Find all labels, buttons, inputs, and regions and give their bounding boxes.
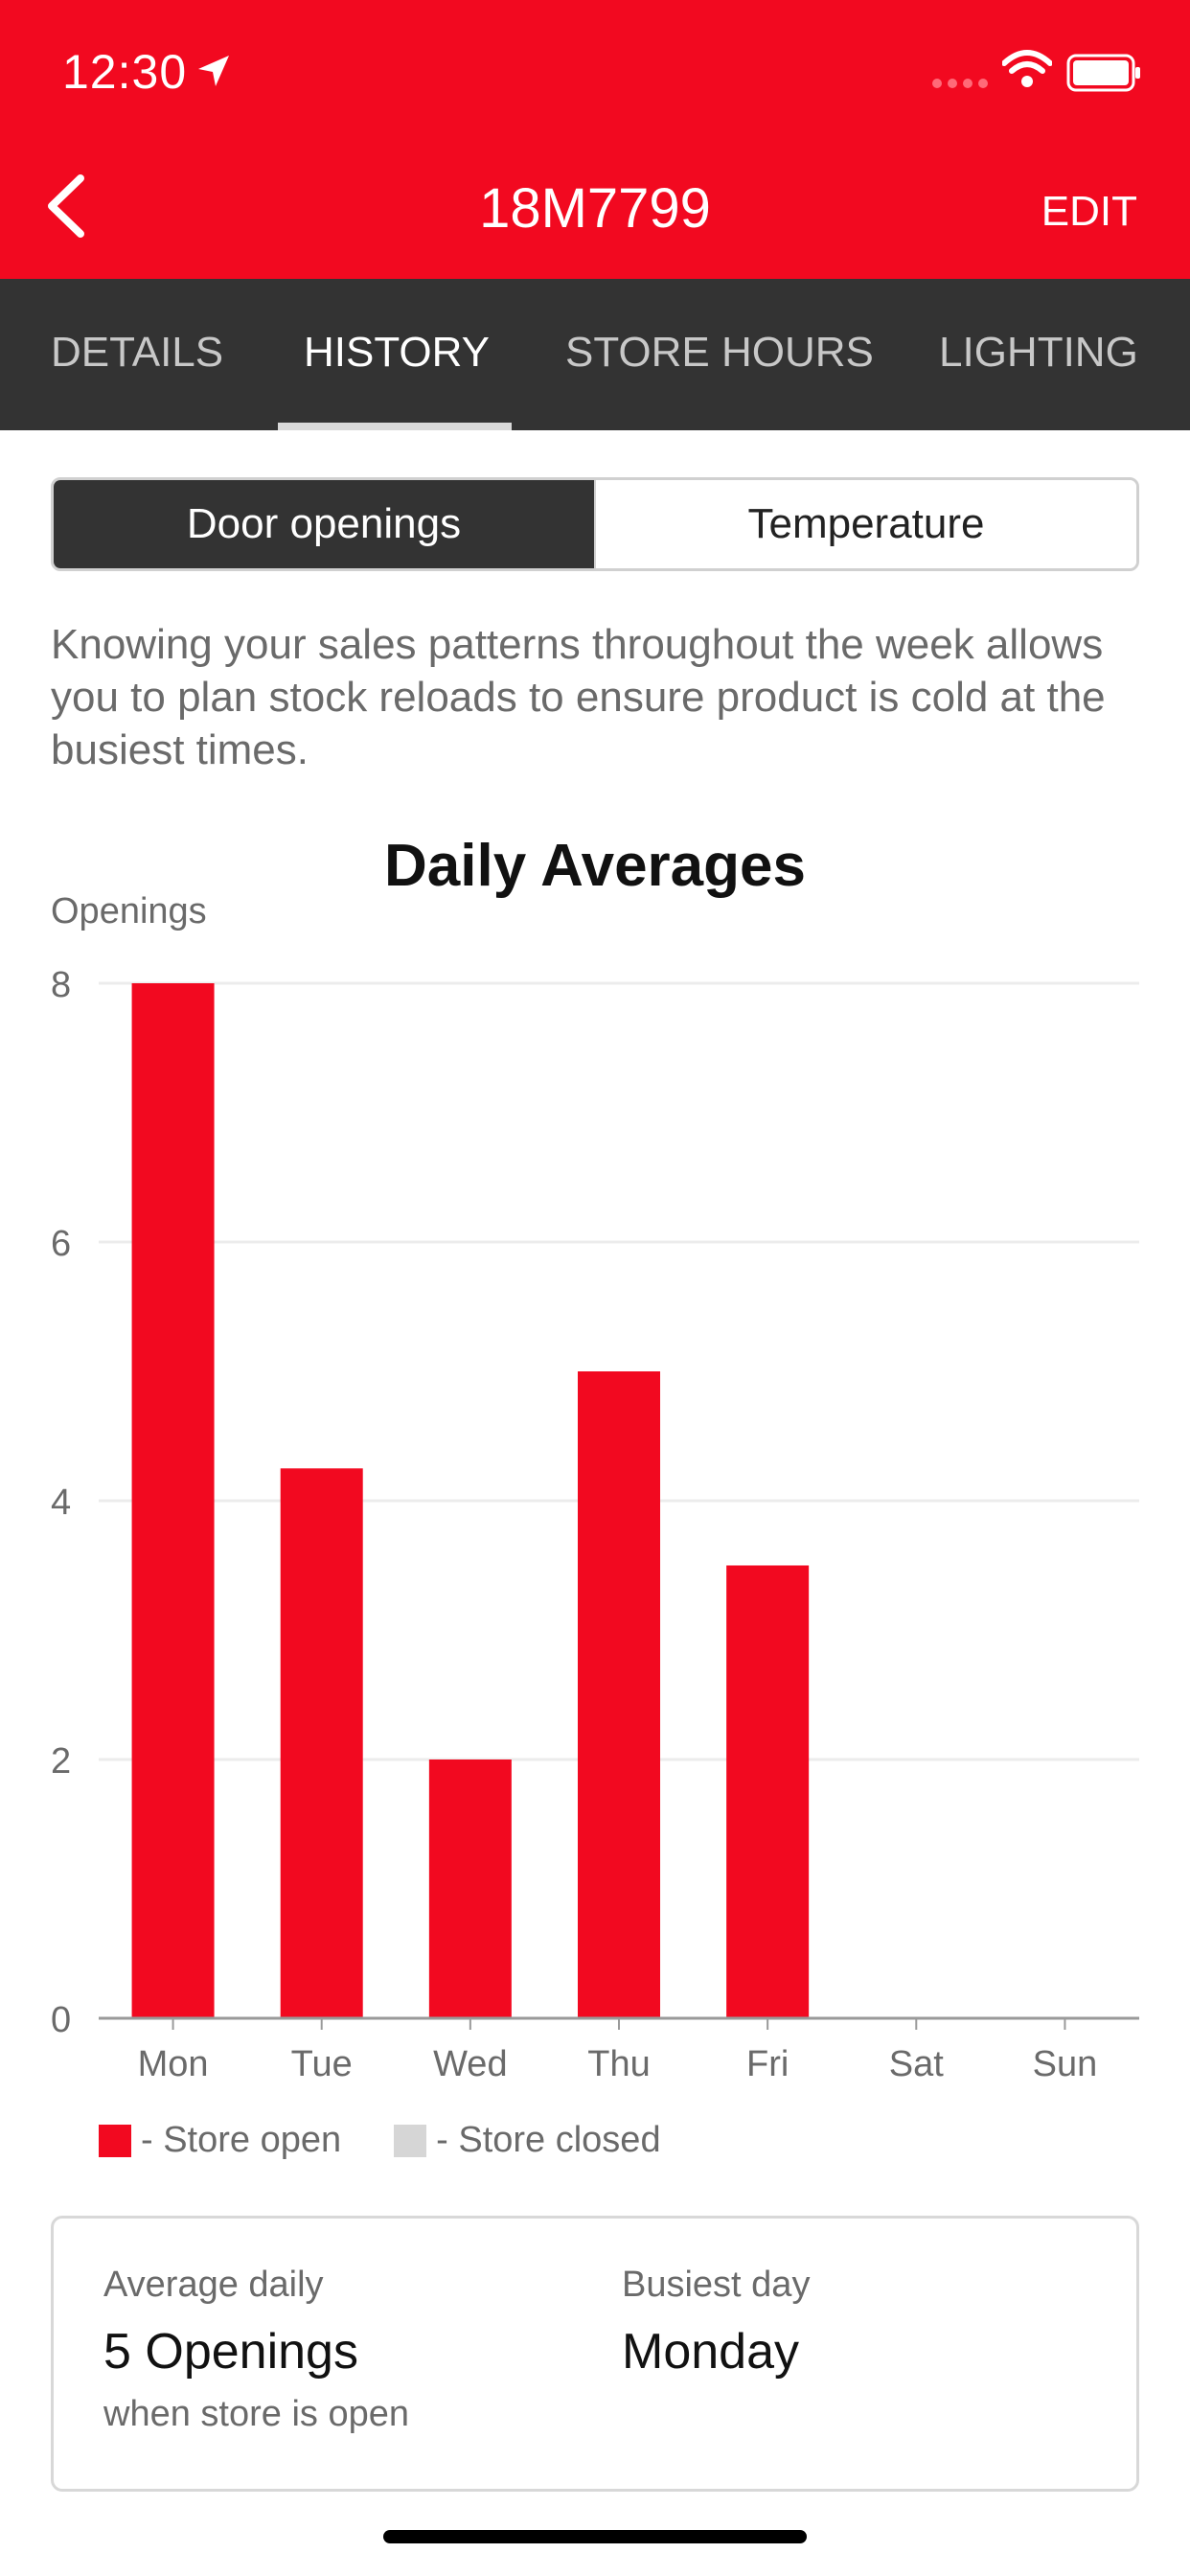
- tab-details[interactable]: DETAILS: [51, 329, 224, 376]
- legend-swatch-closed: [394, 2124, 427, 2157]
- x-tick-label: Tue: [291, 2044, 353, 2084]
- tab-history[interactable]: HISTORY: [304, 329, 490, 376]
- busiest-day-label: Busiest day: [622, 2265, 811, 2305]
- tab-bar: DETAILS HISTORY STORE HOURS LIGHTING: [0, 279, 1190, 430]
- battery-icon: [1066, 54, 1143, 97]
- bar-chart: 0 2 4 6 8 Mon Tue Wed Thu Fri Sat Sun: [51, 965, 1139, 2084]
- bar-wed: [428, 1760, 512, 2018]
- y-axis-label: Openings: [51, 891, 207, 932]
- chevron-left-icon: [48, 174, 84, 238]
- x-tick-label: Mon: [138, 2044, 209, 2084]
- average-daily-note: when store is open: [103, 2394, 409, 2434]
- bar-fri: [726, 1565, 810, 2018]
- summary-card: Average daily 5 Openings when store is o…: [51, 2216, 1139, 2492]
- y-tick-label: 8: [51, 965, 71, 1005]
- y-tick-label: 0: [51, 2000, 71, 2040]
- temperature-segment[interactable]: Temperature: [594, 480, 1136, 568]
- average-daily-value: 5 Openings: [103, 2324, 358, 2380]
- y-tick-label: 2: [51, 1741, 71, 1782]
- x-tick-label: Sun: [1033, 2044, 1098, 2084]
- door-openings-segment[interactable]: Door openings: [54, 480, 594, 568]
- page-title: 18M7799: [479, 177, 711, 240]
- active-tab-indicator: [278, 423, 512, 430]
- metric-segmented-control: Door openings Temperature: [51, 477, 1139, 571]
- y-tick-label: 6: [51, 1224, 71, 1264]
- legend-swatch-open: [99, 2124, 131, 2157]
- back-button[interactable]: [36, 172, 94, 240]
- wifi-icon: [1001, 50, 1053, 93]
- y-tick-label: 4: [51, 1483, 71, 1523]
- legend-store-open: - Store open: [99, 2120, 341, 2161]
- legend-store-closed: - Store closed: [394, 2120, 661, 2161]
- legend-label-open: - Store open: [141, 2120, 342, 2160]
- x-tick-label: Sat: [889, 2044, 944, 2084]
- chart-title: Daily Averages: [384, 833, 806, 899]
- x-tick-label: Wed: [433, 2044, 507, 2084]
- status-time: 12:30: [62, 45, 188, 99]
- x-tick-label: Thu: [587, 2044, 650, 2084]
- busiest-day-section: Busiest day Monday: [622, 2265, 810, 2380]
- location-arrow-icon: [196, 54, 231, 93]
- x-tick-label: Fri: [746, 2044, 789, 2084]
- cellular-signal-icon: [931, 77, 991, 94]
- bar-tue: [280, 1468, 363, 2018]
- average-daily-label: Average daily: [103, 2265, 324, 2305]
- home-indicator: [383, 2530, 807, 2543]
- busiest-day-value: Monday: [622, 2324, 799, 2380]
- bar-mon: [131, 983, 215, 2018]
- tab-lighting[interactable]: LIGHTING: [939, 329, 1138, 376]
- app-header: 12:30 18M7799 EDIT: [0, 0, 1190, 279]
- average-daily-section: Average daily 5 Openings when store is o…: [103, 2265, 409, 2435]
- description-text: Knowing your sales patterns throughout t…: [51, 621, 1106, 773]
- chart-legend: - Store open - Store closed: [99, 2120, 714, 2161]
- edit-button[interactable]: EDIT: [1041, 188, 1137, 235]
- bar-thu: [578, 1371, 660, 2018]
- legend-label-closed: - Store closed: [436, 2120, 661, 2160]
- tab-store-hours[interactable]: STORE HOURS: [565, 329, 874, 376]
